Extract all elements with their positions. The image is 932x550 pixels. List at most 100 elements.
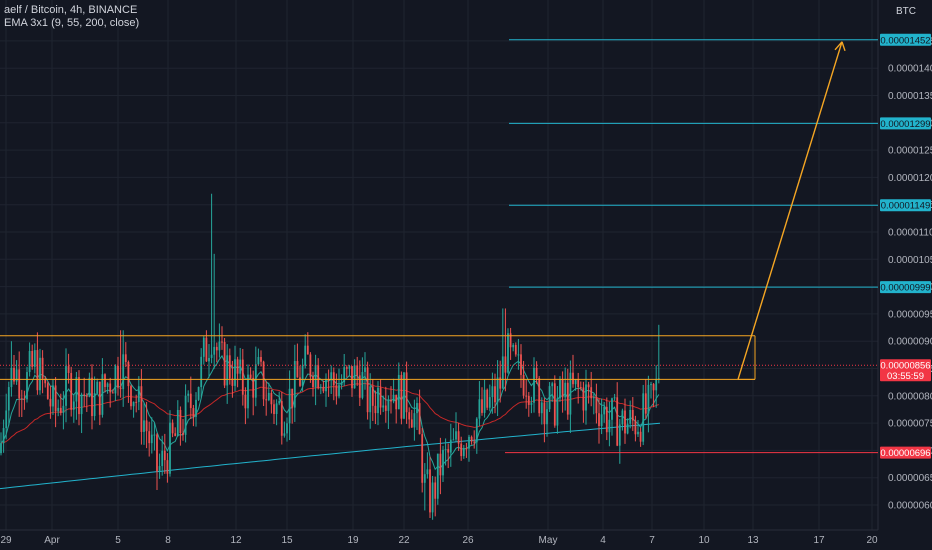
level-price-tag-text: 0.00000999: [880, 283, 930, 294]
candle-body: [132, 401, 135, 407]
candle-body: [598, 413, 600, 427]
price-axis[interactable]: 0.000006000.000006500.000007000.00000750…: [888, 36, 932, 511]
candle-body: [2, 428, 5, 444]
symbol-title[interactable]: aelf / Bitcoin, 4h, BINANCE: [4, 4, 138, 16]
candle-body: [88, 377, 91, 397]
level-price-tag: [880, 281, 931, 294]
candle-body: [208, 357, 210, 362]
candle-body: [265, 399, 268, 401]
candle-body: [286, 423, 288, 434]
candle-body: [244, 394, 247, 409]
candle-body: [306, 345, 309, 355]
candle-body: [332, 372, 335, 386]
candle-body: [387, 399, 390, 411]
price-tick-label: 0.00001250: [888, 146, 932, 157]
candle-body: [634, 420, 637, 435]
price-tick-label: 0.00001200: [888, 173, 932, 184]
candle-body: [473, 441, 476, 443]
candle-body: [54, 385, 57, 412]
candle-body: [444, 449, 447, 451]
candle-body: [351, 366, 353, 389]
candle-body: [416, 403, 418, 414]
drawing-overlays: [0, 39, 878, 454]
candle-body: [262, 361, 265, 400]
candle-body: [468, 436, 470, 449]
candle-body: [192, 408, 195, 417]
candle-body: [270, 392, 273, 405]
candle-body: [150, 434, 153, 444]
price-tick-label: 0.00001350: [888, 91, 932, 102]
candle-body: [33, 350, 36, 367]
candle-body: [236, 359, 239, 374]
level-price-tag-text: 0.00001452: [880, 35, 930, 46]
indicator-title[interactable]: EMA 3x1 (9, 55, 200, close): [4, 17, 140, 29]
candle-body: [67, 366, 70, 373]
candle-body: [543, 402, 546, 425]
time-tick-label: 8: [165, 535, 171, 546]
candle-body: [218, 341, 221, 351]
candle-body: [119, 387, 122, 390]
candle-body: [252, 377, 255, 398]
candle-body: [426, 469, 429, 475]
candle-body: [442, 449, 444, 476]
candle-body: [582, 387, 585, 411]
candle-body: [135, 401, 138, 403]
candle-body: [410, 419, 413, 428]
candle-body: [405, 372, 408, 413]
candle-body: [603, 406, 606, 415]
candle-body: [293, 361, 296, 408]
candle-body: [75, 377, 78, 402]
price-tick-label: 0.00000800: [888, 391, 932, 402]
price-tick-label: 0.00000650: [888, 473, 932, 484]
candle-body: [28, 350, 31, 373]
candle-body: [382, 405, 385, 408]
candle-body: [325, 379, 327, 392]
candle-body: [161, 450, 164, 467]
projection-arrow-head: [834, 41, 846, 52]
candle-body: [413, 413, 416, 428]
ema-lines: [0, 354, 661, 490]
candle-body: [605, 406, 608, 433]
candle-body: [569, 372, 572, 415]
candle-body: [559, 379, 561, 399]
candle-body: [460, 443, 463, 457]
candle-body: [122, 354, 125, 390]
candle-body: [657, 378, 660, 380]
candle-body: [156, 434, 158, 472]
candle-body: [572, 372, 574, 385]
candle-body: [587, 384, 590, 388]
candle-body: [408, 412, 411, 420]
candle-body: [478, 399, 481, 419]
candle-body: [215, 346, 218, 351]
candle-body: [457, 431, 460, 444]
candle-body: [418, 403, 421, 435]
time-axis[interactable]: 29 Apr 5 8 12 15 19 22 26 May 4 7 10 13 17 20: [0, 535, 878, 546]
candle-body: [267, 392, 270, 401]
candle-body: [145, 420, 148, 432]
candle-body: [377, 387, 379, 414]
candle-body: [109, 383, 112, 393]
candle-body: [148, 431, 151, 444]
level-price-tag: [880, 117, 931, 130]
candle-body: [639, 431, 642, 442]
candle-body: [197, 387, 200, 400]
candle-body: [299, 377, 301, 386]
candle-body: [600, 414, 603, 427]
candle-body: [621, 410, 624, 425]
candle-body: [501, 356, 504, 389]
candle-body: [364, 367, 366, 372]
candle-body: [491, 386, 494, 398]
candle-body: [488, 397, 491, 408]
candle-body: [356, 365, 359, 376]
candle-body: [0, 443, 2, 454]
candle-body: [163, 450, 166, 461]
candle-body: [49, 398, 52, 407]
candle-body: [527, 395, 530, 405]
candle-body: [319, 386, 322, 388]
candle-body: [273, 404, 275, 415]
candle-body: [618, 424, 621, 446]
candle-body: [371, 386, 374, 406]
candle-body: [590, 387, 593, 399]
candle-body: [475, 418, 478, 443]
